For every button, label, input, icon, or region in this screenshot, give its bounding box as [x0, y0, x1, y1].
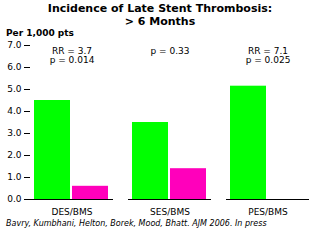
svg-text:4.0: 4.0: [7, 106, 22, 116]
svg-text:3.0: 3.0: [7, 128, 22, 138]
svg-text:2.0: 2.0: [7, 150, 22, 160]
html-text:Incidence of Late Stent Thromb: Incidence of Late Stent Thrombosis: > 6 …: [47, 2, 273, 28]
html-text:Per 1,000 pts: Per 1,000 pts: [6, 28, 74, 38]
svg-text:6.0: 6.0: [7, 62, 22, 72]
svg-text:5.0: 5.0: [7, 84, 22, 94]
svg-text:p = 0.33: p = 0.33: [150, 46, 189, 56]
svg-text:7.0: 7.0: [7, 40, 22, 50]
svg-text:SES/BMS: SES/BMS: [150, 207, 190, 217]
svg-text:DES/BMS: DES/BMS: [51, 207, 92, 217]
svg-text:PES/BMS: PES/BMS: [248, 207, 288, 217]
svg-text:1.0: 1.0: [7, 172, 22, 182]
svg-text:RR = 3.7p = 0.014: RR = 3.7p = 0.014: [50, 46, 95, 65]
svg-text:0.0: 0.0: [7, 194, 22, 204]
html-text:Bavry, Kumbhani, Helton, Borek: Bavry, Kumbhani, Helton, Borek, Mood, Bh…: [6, 219, 267, 228]
svg-text:RR = 7.1p = 0.025: RR = 7.1p = 0.025: [246, 46, 291, 65]
